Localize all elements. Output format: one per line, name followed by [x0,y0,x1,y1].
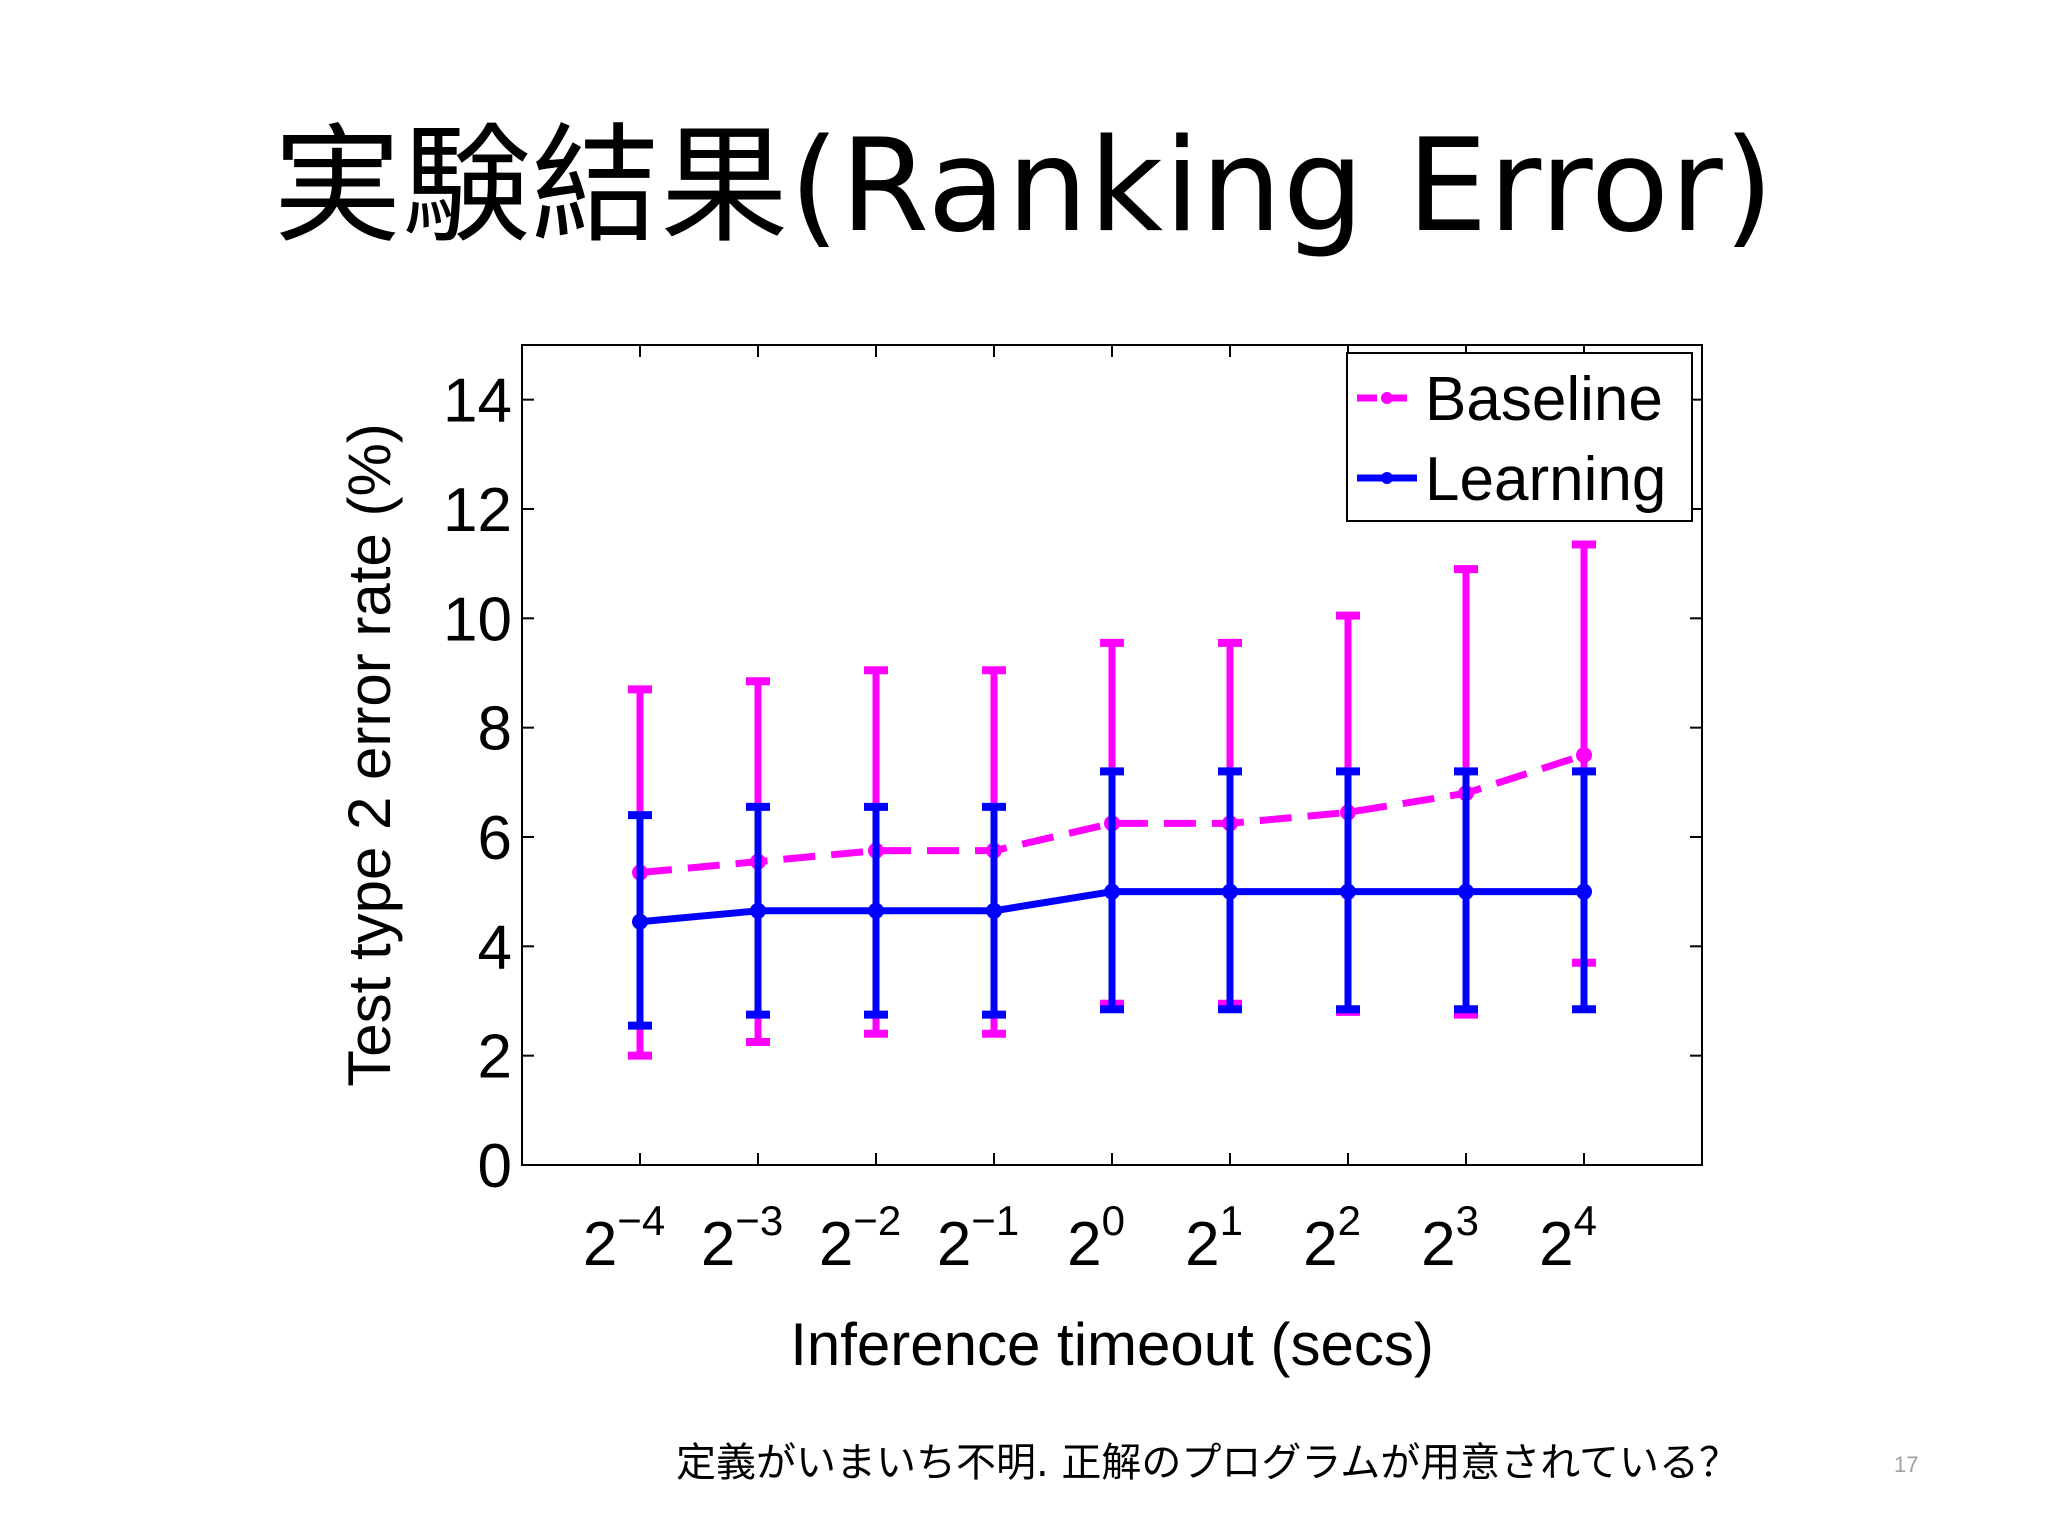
y-tick-label: 0 [478,1132,512,1201]
slide-title: 実験結果(Ranking Error) [273,112,1775,261]
learning-data-point [1222,883,1238,900]
x-tick-label: 2−2 [819,1197,901,1279]
x-tick-label: 23 [1421,1197,1479,1279]
learning-data-point [1104,883,1120,900]
learning-legend-label: Learning [1425,445,1666,514]
baseline-series-line [639,751,1586,877]
learning-data-point [750,902,766,919]
y-tick-label: 8 [478,695,512,764]
x-tick-label: 2−1 [937,1197,1019,1279]
learning-data-point [1340,883,1356,900]
x-tick-label: 22 [1303,1197,1361,1279]
learning-data-point [1576,883,1592,900]
x-tick-label: 2−4 [583,1197,665,1279]
x-tick-label: 21 [1185,1197,1243,1279]
baseline-data-point [1576,747,1592,763]
y-tick-label: 6 [478,804,512,873]
x-tick-label: 2−3 [701,1197,783,1279]
learning-data-point [868,902,884,919]
learning-data-point [986,902,1002,919]
baseline-legend-marker [1381,392,1393,404]
x-tick-label: 24 [1539,1197,1597,1279]
baseline-legend-label: Baseline [1425,365,1663,434]
page-number: 17 [1894,1452,1919,1477]
x-axis-label: Inference timeout (secs) [790,1311,1434,1378]
footnote: 定義がいまいち不明. 正解のプログラムが用意されている？ [676,1440,1740,1486]
y-tick-label: 12 [443,476,512,545]
learning-legend-marker [1381,472,1393,484]
legend-box [1346,352,1693,522]
learning-data-point [1458,883,1474,900]
y-tick-label: 2 [478,1023,512,1092]
x-tick-label: 20 [1067,1197,1125,1279]
y-tick-label: 14 [443,367,512,436]
y-axis-label: Test type 2 error rate (%) [340,423,403,1087]
y-tick-label: 4 [478,913,512,982]
y-tick-label: 10 [443,585,512,654]
learning-data-point [632,913,648,930]
